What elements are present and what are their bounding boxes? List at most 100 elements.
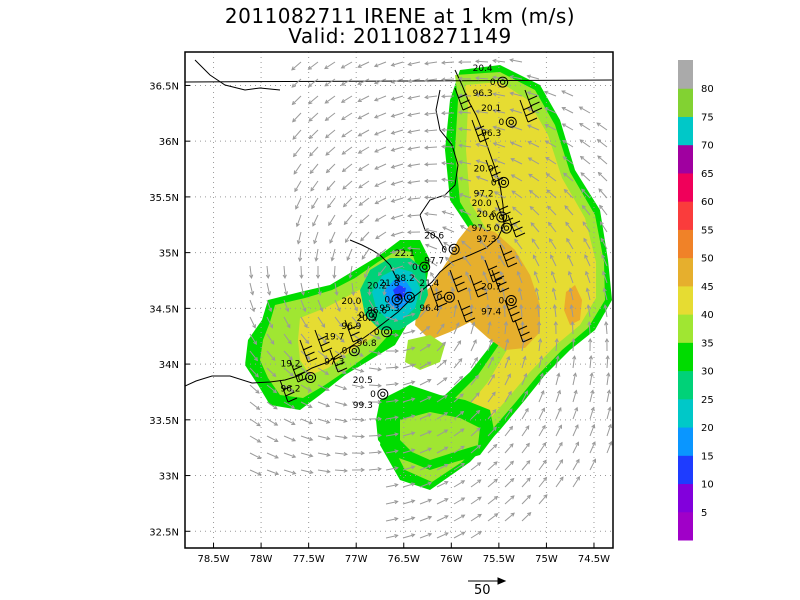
- wind-barb-flag: [520, 331, 530, 337]
- wind-vector: [402, 364, 415, 369]
- wind-vector-head: [294, 187, 299, 193]
- wind-vector: [453, 445, 465, 454]
- wind-vector: [470, 479, 482, 488]
- wind-vector-head: [563, 188, 568, 194]
- wind-vector: [334, 299, 341, 312]
- wind-vector-head: [291, 470, 297, 475]
- wind-vector-head: [407, 196, 412, 202]
- wind-vector: [487, 391, 496, 403]
- wind-vector-head: [562, 156, 567, 161]
- colorbar-label: 25: [701, 395, 714, 406]
- wind-vector: [300, 435, 313, 441]
- wind-vector-head: [377, 433, 383, 438]
- wind-vector-head: [538, 355, 544, 360]
- wind-vector: [317, 367, 329, 375]
- wind-vector-head: [543, 476, 548, 482]
- wind-vector-head: [444, 515, 449, 520]
- wind-vector-head: [249, 274, 254, 279]
- wind-vector: [503, 304, 506, 318]
- station-value: 20.5: [353, 376, 373, 386]
- wind-vector: [527, 108, 540, 114]
- wind-vector-head: [314, 257, 319, 262]
- wind-vector: [521, 495, 531, 505]
- wind-vector-head: [292, 152, 298, 158]
- wind-vector-head: [590, 389, 595, 394]
- wind-vector: [408, 112, 421, 116]
- wind-vector-head: [477, 479, 482, 484]
- wind-vector-head: [351, 291, 356, 296]
- wind-vector: [342, 180, 353, 190]
- wind-vector: [562, 107, 574, 114]
- wind-vector-head: [268, 307, 273, 313]
- station-plots: 20.4096.320.1096.320.0097.220.0097.520.6…: [280, 64, 517, 411]
- wind-vector: [436, 394, 448, 403]
- station-inner-ring: [307, 374, 314, 381]
- wind-vector-head: [308, 134, 313, 140]
- wind-vector-head: [492, 142, 498, 147]
- wind-vector: [459, 209, 472, 216]
- wind-vector: [563, 156, 574, 165]
- wind-vector-head: [377, 466, 382, 472]
- wind-vector-head: [430, 271, 435, 277]
- wind-vector: [375, 197, 387, 204]
- wind-vector-head: [541, 407, 545, 412]
- wind-vector: [292, 129, 302, 140]
- wind-vector: [458, 111, 472, 114]
- wind-vector-head: [274, 438, 279, 443]
- colorbar-swatch: [678, 427, 693, 456]
- wind-vector-head: [270, 340, 275, 345]
- colorbar-label: 75: [701, 112, 714, 123]
- station: 20.4 096.3: [473, 64, 509, 99]
- wind-vector: [510, 141, 523, 148]
- wind-speed-shading: [245, 65, 612, 490]
- wind-vector: [249, 452, 261, 459]
- wind-vector-head: [479, 239, 484, 244]
- wind-vector-head: [410, 499, 416, 504]
- wind-vector: [283, 418, 295, 425]
- wind-vector: [325, 95, 336, 104]
- wind-barb-flag: [460, 99, 470, 105]
- wind-vector: [504, 478, 514, 488]
- wind-vector-head: [509, 425, 514, 431]
- plot-frame: [184, 51, 614, 549]
- wind-vector: [326, 163, 336, 173]
- wind-vector-head: [496, 238, 501, 244]
- wind-vector-head: [530, 222, 535, 227]
- wind-vector-head: [374, 148, 379, 153]
- wind-vector-head: [578, 123, 584, 127]
- wind-vector-head: [443, 377, 448, 382]
- wind-vector: [408, 129, 421, 133]
- wind-vector: [426, 258, 438, 267]
- wind-vector: [391, 61, 404, 66]
- station-value: 0: [489, 213, 495, 223]
- wind-vector: [266, 367, 276, 377]
- wind-vector-head: [357, 115, 362, 120]
- station-outer-ring: [381, 326, 393, 338]
- wind-vector: [487, 374, 495, 386]
- wind-vector-head: [390, 130, 396, 135]
- wind-vector-head: [367, 291, 372, 297]
- wind-vector: [555, 476, 564, 488]
- wind-vector: [436, 532, 449, 539]
- station-inner-ring: [406, 294, 413, 300]
- wind-vector-head: [426, 258, 431, 263]
- wind-vector: [572, 356, 576, 369]
- wind-vector: [436, 498, 449, 505]
- wind-barb-flag: [522, 337, 533, 343]
- wind-vector: [402, 330, 415, 335]
- wind-vector-head: [514, 238, 519, 243]
- wind-vector: [453, 305, 457, 318]
- wind-vector: [424, 196, 438, 199]
- wind-vector-head: [411, 363, 416, 368]
- wind-vector-head: [487, 321, 492, 326]
- lon-tick-label: 76W: [440, 554, 463, 565]
- wind-vector-head: [377, 450, 383, 455]
- wind-vector: [249, 265, 253, 278]
- wind-vector: [482, 271, 489, 284]
- wind-vector: [325, 129, 336, 139]
- wind-vector: [606, 441, 612, 454]
- wind-vector-head: [338, 323, 343, 328]
- wind-vector: [493, 93, 506, 97]
- wind-barb-flag: [455, 281, 465, 287]
- wind-vector: [351, 299, 358, 312]
